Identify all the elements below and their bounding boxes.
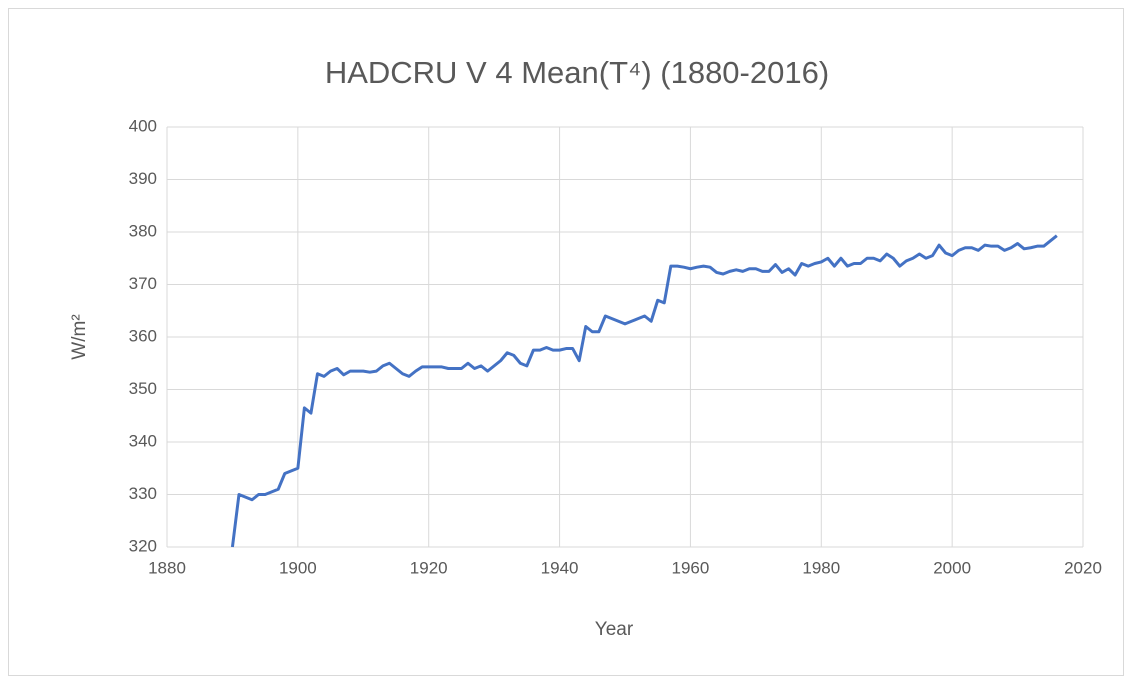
y-tick-label: 370	[129, 274, 157, 293]
y-axis-label: W/m²	[69, 314, 90, 359]
chart-frame	[8, 8, 1124, 676]
chart-title: HADCRU V 4 Mean(T⁴) (1880-2016)	[325, 55, 829, 90]
y-tick-label: 340	[129, 431, 157, 450]
x-tick-label: 1920	[410, 558, 448, 577]
x-tick-label: 1960	[672, 558, 710, 577]
y-tick-label: 390	[129, 169, 157, 188]
y-tick-label: 350	[129, 379, 157, 398]
x-axis-label: Year	[595, 619, 634, 640]
x-tick-label: 1880	[148, 558, 186, 577]
x-tick-label: 2000	[933, 558, 971, 577]
x-tick-label: 1900	[279, 558, 317, 577]
x-tick-label: 1940	[541, 558, 579, 577]
y-tick-label: 330	[129, 484, 157, 503]
y-tick-label: 320	[129, 536, 157, 555]
y-tick-label: 360	[129, 326, 157, 345]
y-tick-label: 380	[129, 221, 157, 240]
data-line	[230, 234, 1058, 548]
y-tick-label: 400	[129, 116, 157, 135]
x-tick-label: 1980	[802, 558, 840, 577]
x-tick-label: 2020	[1064, 558, 1102, 577]
